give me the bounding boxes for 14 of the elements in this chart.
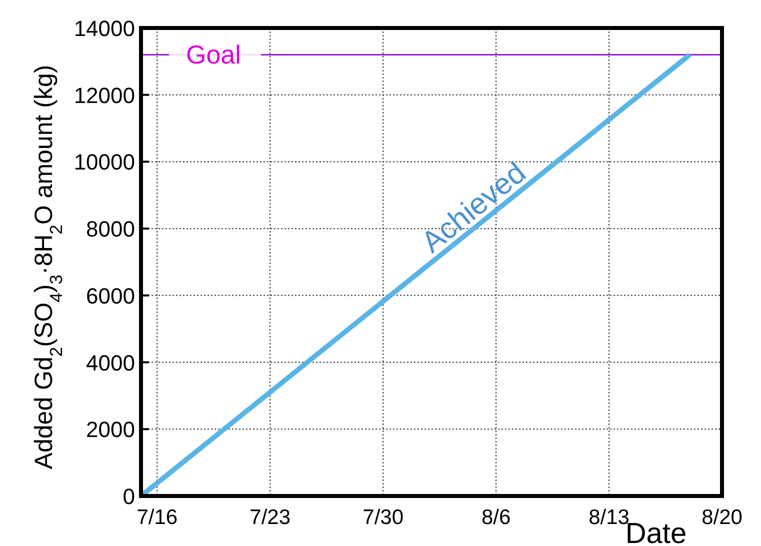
y-tick-label: 12000 xyxy=(74,82,135,108)
y-tick-label: 0 xyxy=(122,484,135,509)
y-tick-label: 10000 xyxy=(74,150,135,175)
x-tick-label: 8/6 xyxy=(481,506,511,529)
y-tick-label: 2000 xyxy=(86,417,135,442)
y-tick-label: 6000 xyxy=(86,283,135,308)
y-tick-label: 4000 xyxy=(86,350,135,376)
y-tick-label: 14000 xyxy=(74,16,135,41)
ref-line-label: Goal xyxy=(186,40,241,70)
y-tick-label: 8000 xyxy=(86,216,135,242)
x-tick-label: 8/20 xyxy=(702,506,742,529)
x-tick-label: 7/23 xyxy=(250,506,291,529)
x-tick-label: 7/16 xyxy=(136,506,178,529)
x-tick-label: 7/30 xyxy=(362,506,404,529)
